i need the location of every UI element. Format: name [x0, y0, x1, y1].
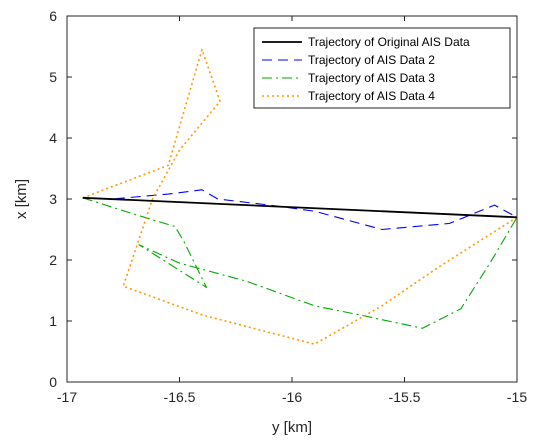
legend-label-3: Trajectory of AIS Data 3 — [308, 71, 435, 85]
y-axis-label: x [km] — [13, 179, 30, 219]
x-tick-label: -15 — [507, 389, 527, 405]
plot-series-group — [82, 48, 518, 346]
legend-label-4: Trajectory of AIS Data 4 — [308, 89, 435, 103]
y-tick-label: 6 — [49, 8, 57, 24]
legend-label-2: Trajectory of AIS Data 2 — [308, 53, 435, 67]
x-tick-label: -16.5 — [164, 389, 196, 405]
x-axis-ticks: -17 -16.5 -16 -15.5 -15 — [57, 16, 527, 405]
legend: Trajectory of Original AIS Data Trajector… — [253, 27, 511, 109]
series-line-1 — [82, 196, 518, 219]
legend-label-1: Trajectory of Original AIS Data — [308, 35, 470, 49]
x-tick-label: -16 — [282, 389, 302, 405]
y-tick-label: 1 — [49, 313, 57, 329]
series-line-3 — [82, 197, 518, 329]
series-line-4 — [82, 48, 518, 346]
series-line-2 — [82, 189, 518, 231]
y-tick-label: 5 — [49, 69, 57, 85]
y-tick-label: 0 — [49, 374, 57, 390]
y-tick-label: 4 — [49, 130, 57, 146]
x-axis-label: y [km] — [272, 419, 312, 436]
x-tick-label: -17 — [57, 389, 77, 405]
y-axis-ticks: 0 1 2 3 4 5 6 — [49, 8, 517, 390]
y-tick-label: 2 — [49, 252, 57, 268]
x-tick-label: -15.5 — [389, 389, 421, 405]
y-tick-label: 3 — [49, 191, 57, 207]
